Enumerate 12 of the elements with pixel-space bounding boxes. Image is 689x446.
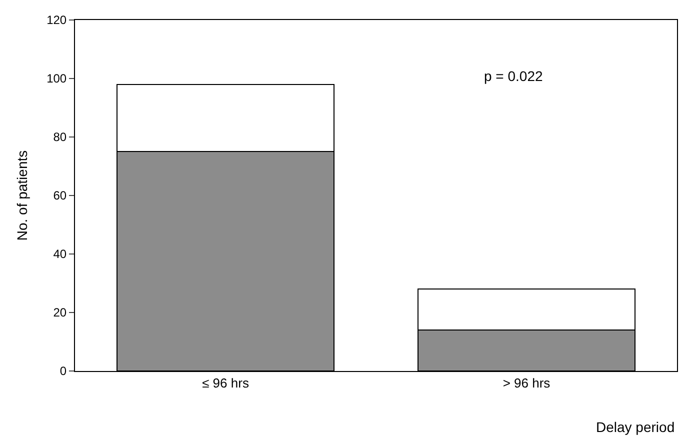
y-tick-label: 40 [53, 247, 67, 262]
y-tick-label: 60 [53, 188, 67, 203]
y-tick-label: 80 [53, 130, 67, 144]
y-tick-label: 0 [60, 364, 67, 378]
x-axis-title: Delay period [596, 419, 675, 435]
y-tick-label: 120 [46, 13, 67, 28]
y-tick-label: 100 [46, 72, 67, 86]
annotation: p = 0.022 [484, 68, 543, 84]
y-tick-label: 20 [53, 306, 67, 320]
y-axis-title: No. of patients [14, 150, 30, 241]
x-tick-label: ≤ 96 hrs [202, 376, 250, 391]
x-tick-label: > 96 hrs [502, 376, 551, 391]
